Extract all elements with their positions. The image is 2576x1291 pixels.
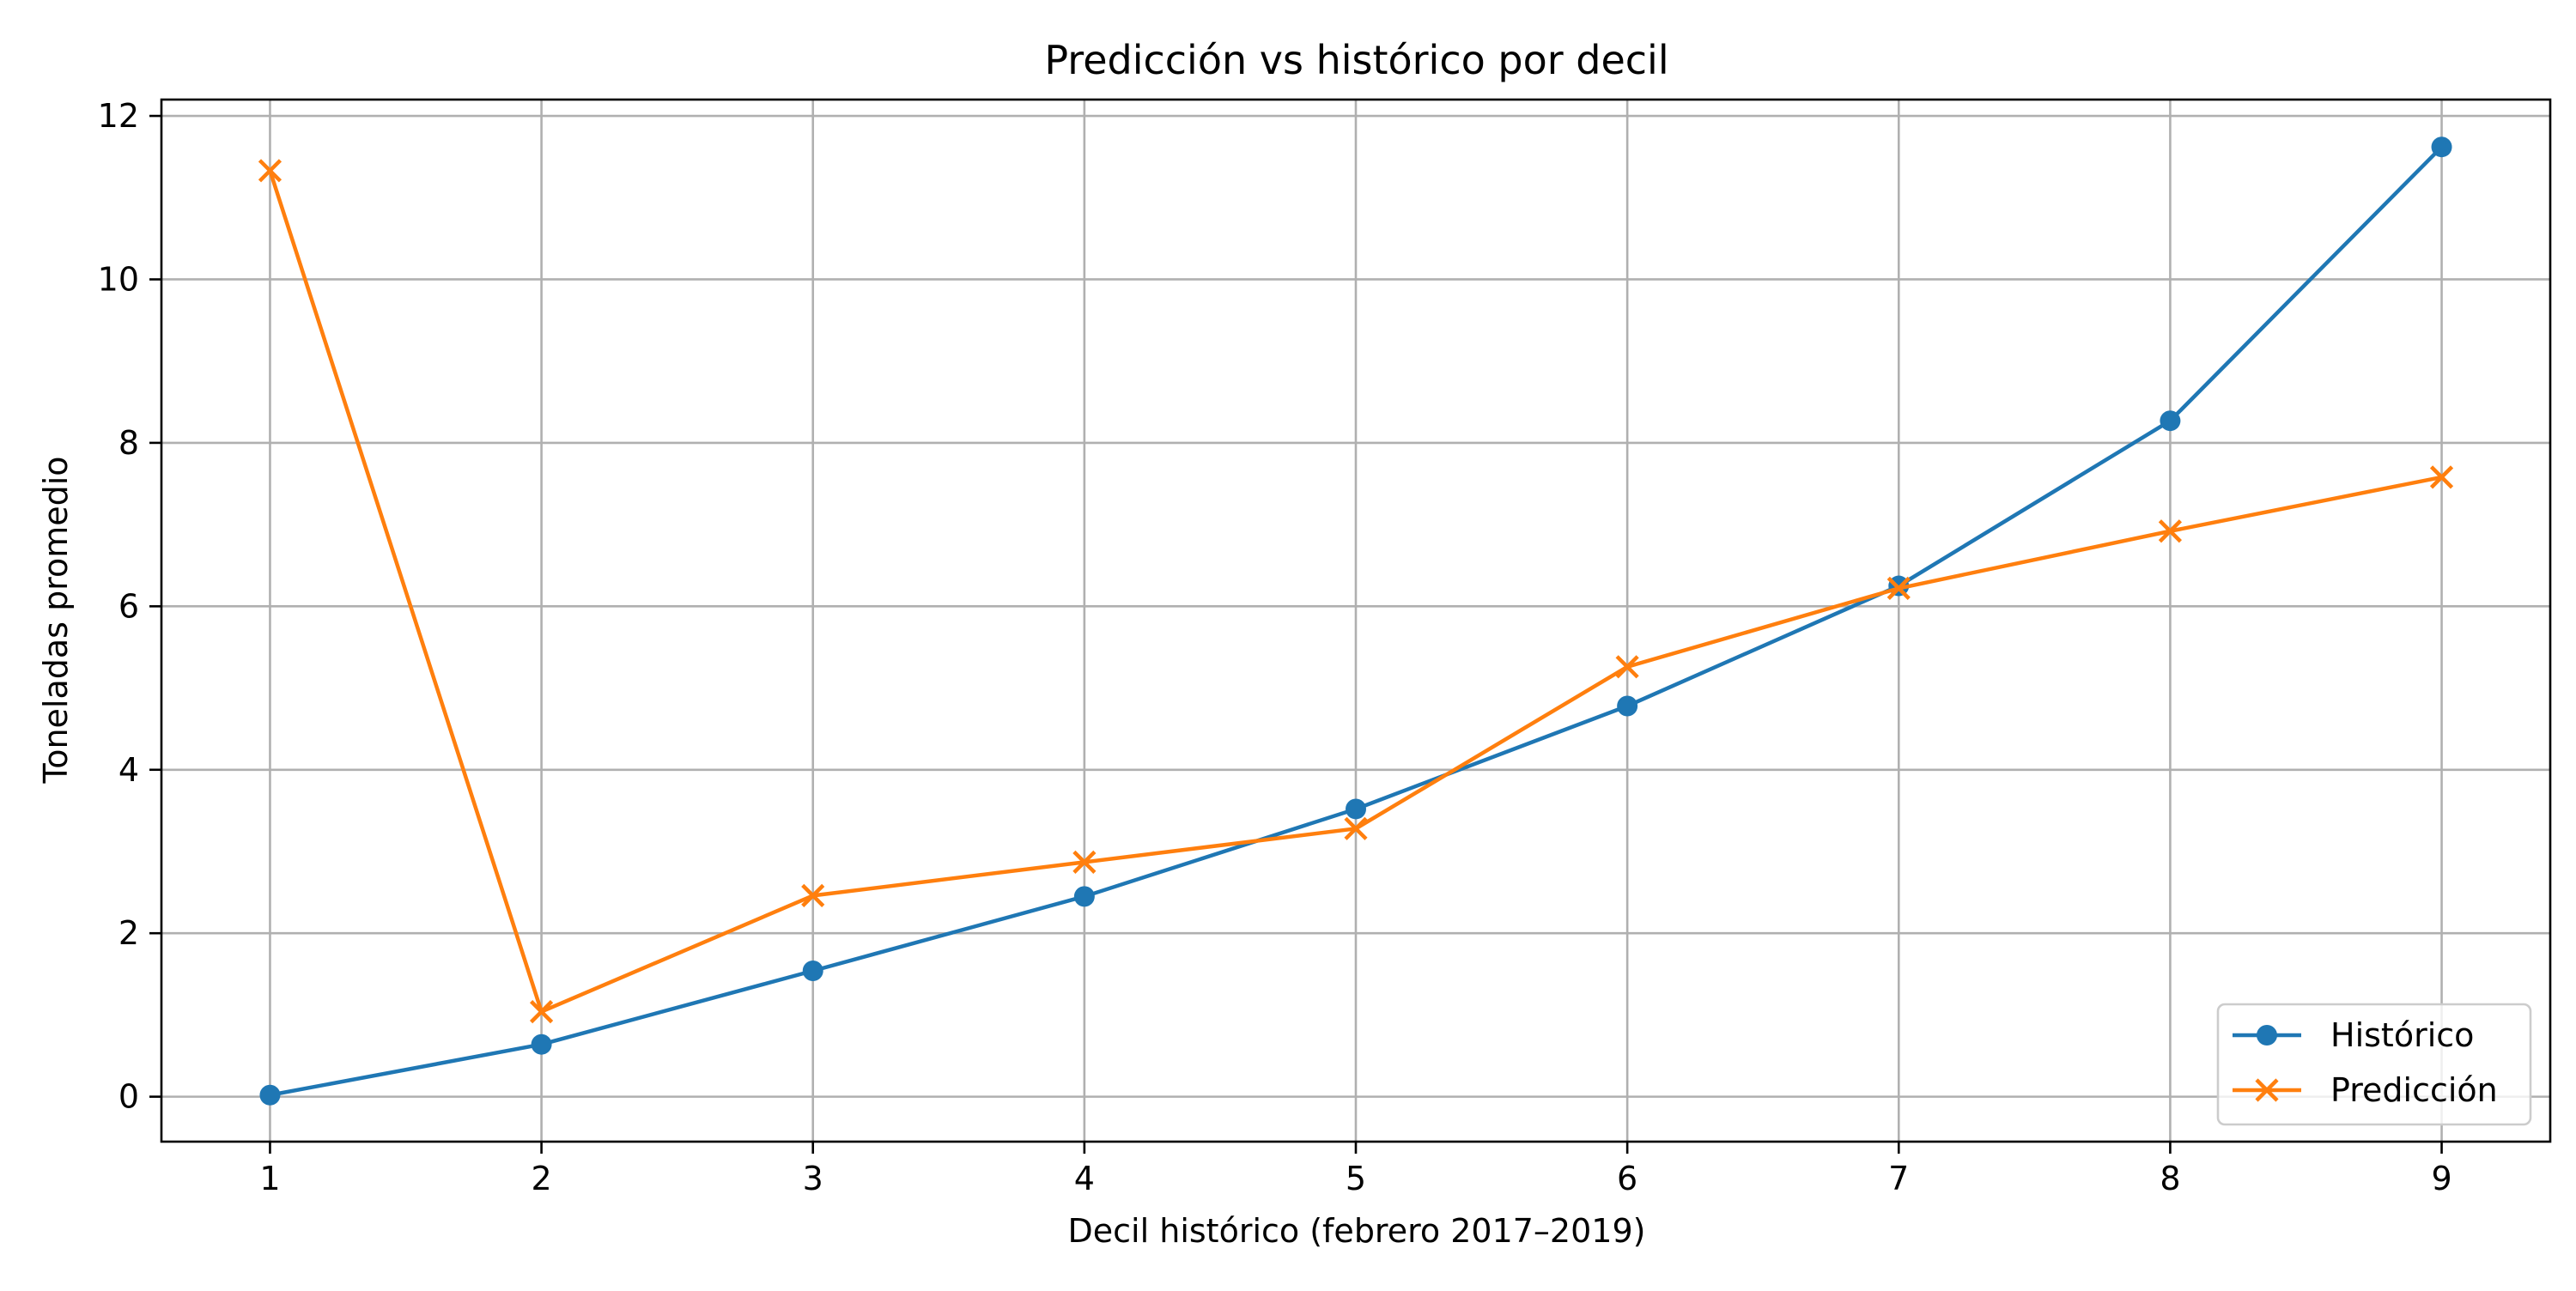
data-point-prediccion [1615,655,1639,679]
x-tick-label: 9 [2431,1160,2451,1197]
y-tick-label: 10 [98,260,139,298]
y-tick-label: 6 [118,587,139,625]
legend-entry-historico: Histórico [2233,1016,2474,1054]
data-point-historico [259,1084,281,1106]
data-point-prediccion [1886,576,1911,600]
series-historico [259,136,2452,1106]
series-layer [258,136,2454,1106]
data-point-prediccion [2429,465,2454,489]
data-point-historico [2431,136,2452,158]
y-tick-label: 4 [118,751,139,789]
data-point-prediccion [2158,519,2183,543]
x-tick-label: 1 [259,1160,280,1197]
data-point-prediccion [1072,850,1097,874]
x-tick-label: 7 [1888,1160,1909,1197]
data-point-historico [1346,798,1366,820]
x-tick-label: 5 [1346,1160,1366,1197]
x-tick-label: 2 [531,1160,551,1197]
legend-label-prediccion: Predicción [2330,1071,2498,1109]
data-point-historico [802,960,823,981]
x-tick-label: 8 [2160,1160,2180,1197]
series-prediccion [258,159,2454,1024]
legend-marker-prediccion [2255,1078,2279,1102]
data-point-prediccion [258,159,283,183]
data-point-historico [2160,410,2181,432]
legend-marker-historico [2257,1025,2277,1046]
data-point-historico [1617,695,1638,717]
legend-label-historico: Histórico [2330,1016,2474,1054]
x-axis: 1 2 3 4 5 6 7 8 9 [259,1142,2452,1197]
chart-title: Predicción vs histórico por decil [1044,37,1668,83]
legend-entry-prediccion: Predicción [2233,1071,2498,1109]
grid [161,100,2550,1142]
data-point-historico [1073,886,1095,907]
y-tick-label: 0 [118,1078,139,1116]
y-tick-label: 12 [98,97,139,135]
data-point-prediccion [1344,816,1368,840]
y-tick-label: 8 [118,424,139,462]
legend: Histórico Predicción [2216,1003,2532,1126]
y-axis: 0 2 4 6 8 10 12 [98,97,161,1116]
x-tick-label: 3 [803,1160,823,1197]
y-tick-label: 2 [118,914,139,952]
x-tick-label: 4 [1074,1160,1095,1197]
x-tick-label: 6 [1617,1160,1637,1197]
data-point-historico [531,1033,552,1055]
data-point-prediccion [530,1000,554,1024]
y-axis-label: Toneladas promedio [37,456,75,784]
data-point-prediccion [801,883,825,907]
x-axis-label: Decil histórico (febrero 2017–2019) [1068,1212,1646,1250]
